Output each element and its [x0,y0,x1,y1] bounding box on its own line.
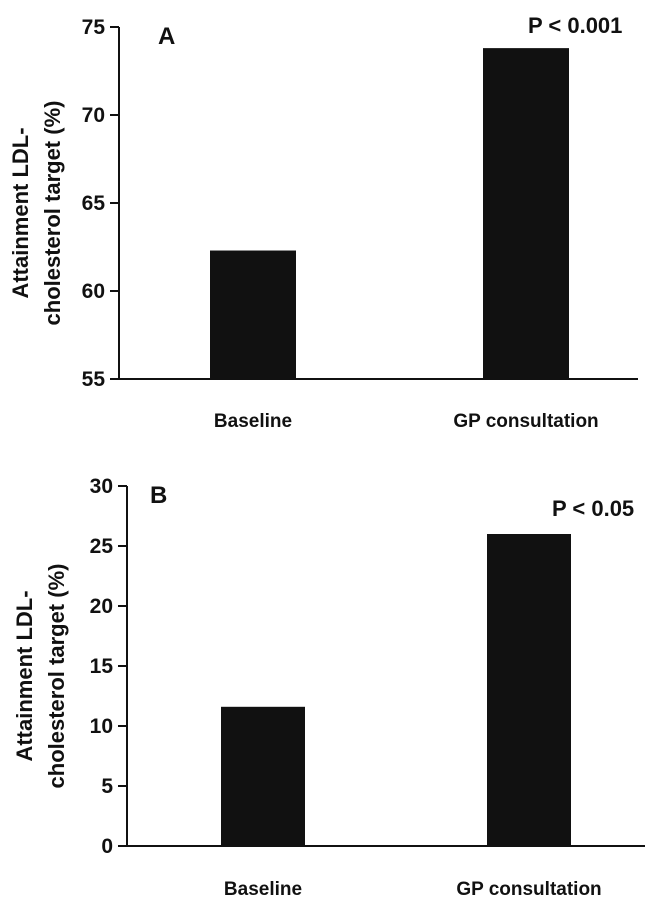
y-axis-label-line-2: cholesterol target (%) [40,101,65,326]
x-category-label: Baseline [214,411,292,432]
y-tick-label: 25 [90,535,114,558]
significance-annotation: P < 0.05 [552,496,634,521]
x-category-label: GP consultation [456,879,601,900]
x-category-label: Baseline [224,879,302,900]
y-axis-label-line-1: Attainment LDL- [8,127,33,298]
bar-baseline [221,706,305,846]
panel-label: B [150,482,167,509]
y-tick-label: 10 [90,715,113,738]
y-axis-label-line-1: Attainment LDL- [12,590,37,761]
y-axis-label-line-2: cholesterol target (%) [44,564,69,789]
chart-panel-a: 55 60 65 70 75 Baseline GP consultation Attainm… [8,13,638,432]
panel-label: A [158,23,175,50]
y-tick-label: 75 [82,16,106,39]
significance-annotation: P < 0.001 [528,13,622,38]
y-tick-label: 70 [82,104,105,127]
y-tick-label: 55 [82,368,106,391]
y-tick-label: 60 [82,280,105,303]
chart-panel-b: 0 5 10 15 20 25 30 Baseline GP consultation Attai… [12,475,645,900]
y-tick-label: 15 [90,655,114,678]
bar-gp-consultation [483,48,569,380]
y-tick-label: 0 [101,835,113,858]
y-tick-label: 30 [90,475,113,498]
y-tick-label: 20 [90,595,113,618]
x-category-label: GP consultation [453,411,598,432]
y-tick-label: 65 [82,192,106,215]
bar-gp-consultation [487,534,571,846]
y-tick-label: 5 [101,775,113,798]
bar-baseline [210,250,296,379]
